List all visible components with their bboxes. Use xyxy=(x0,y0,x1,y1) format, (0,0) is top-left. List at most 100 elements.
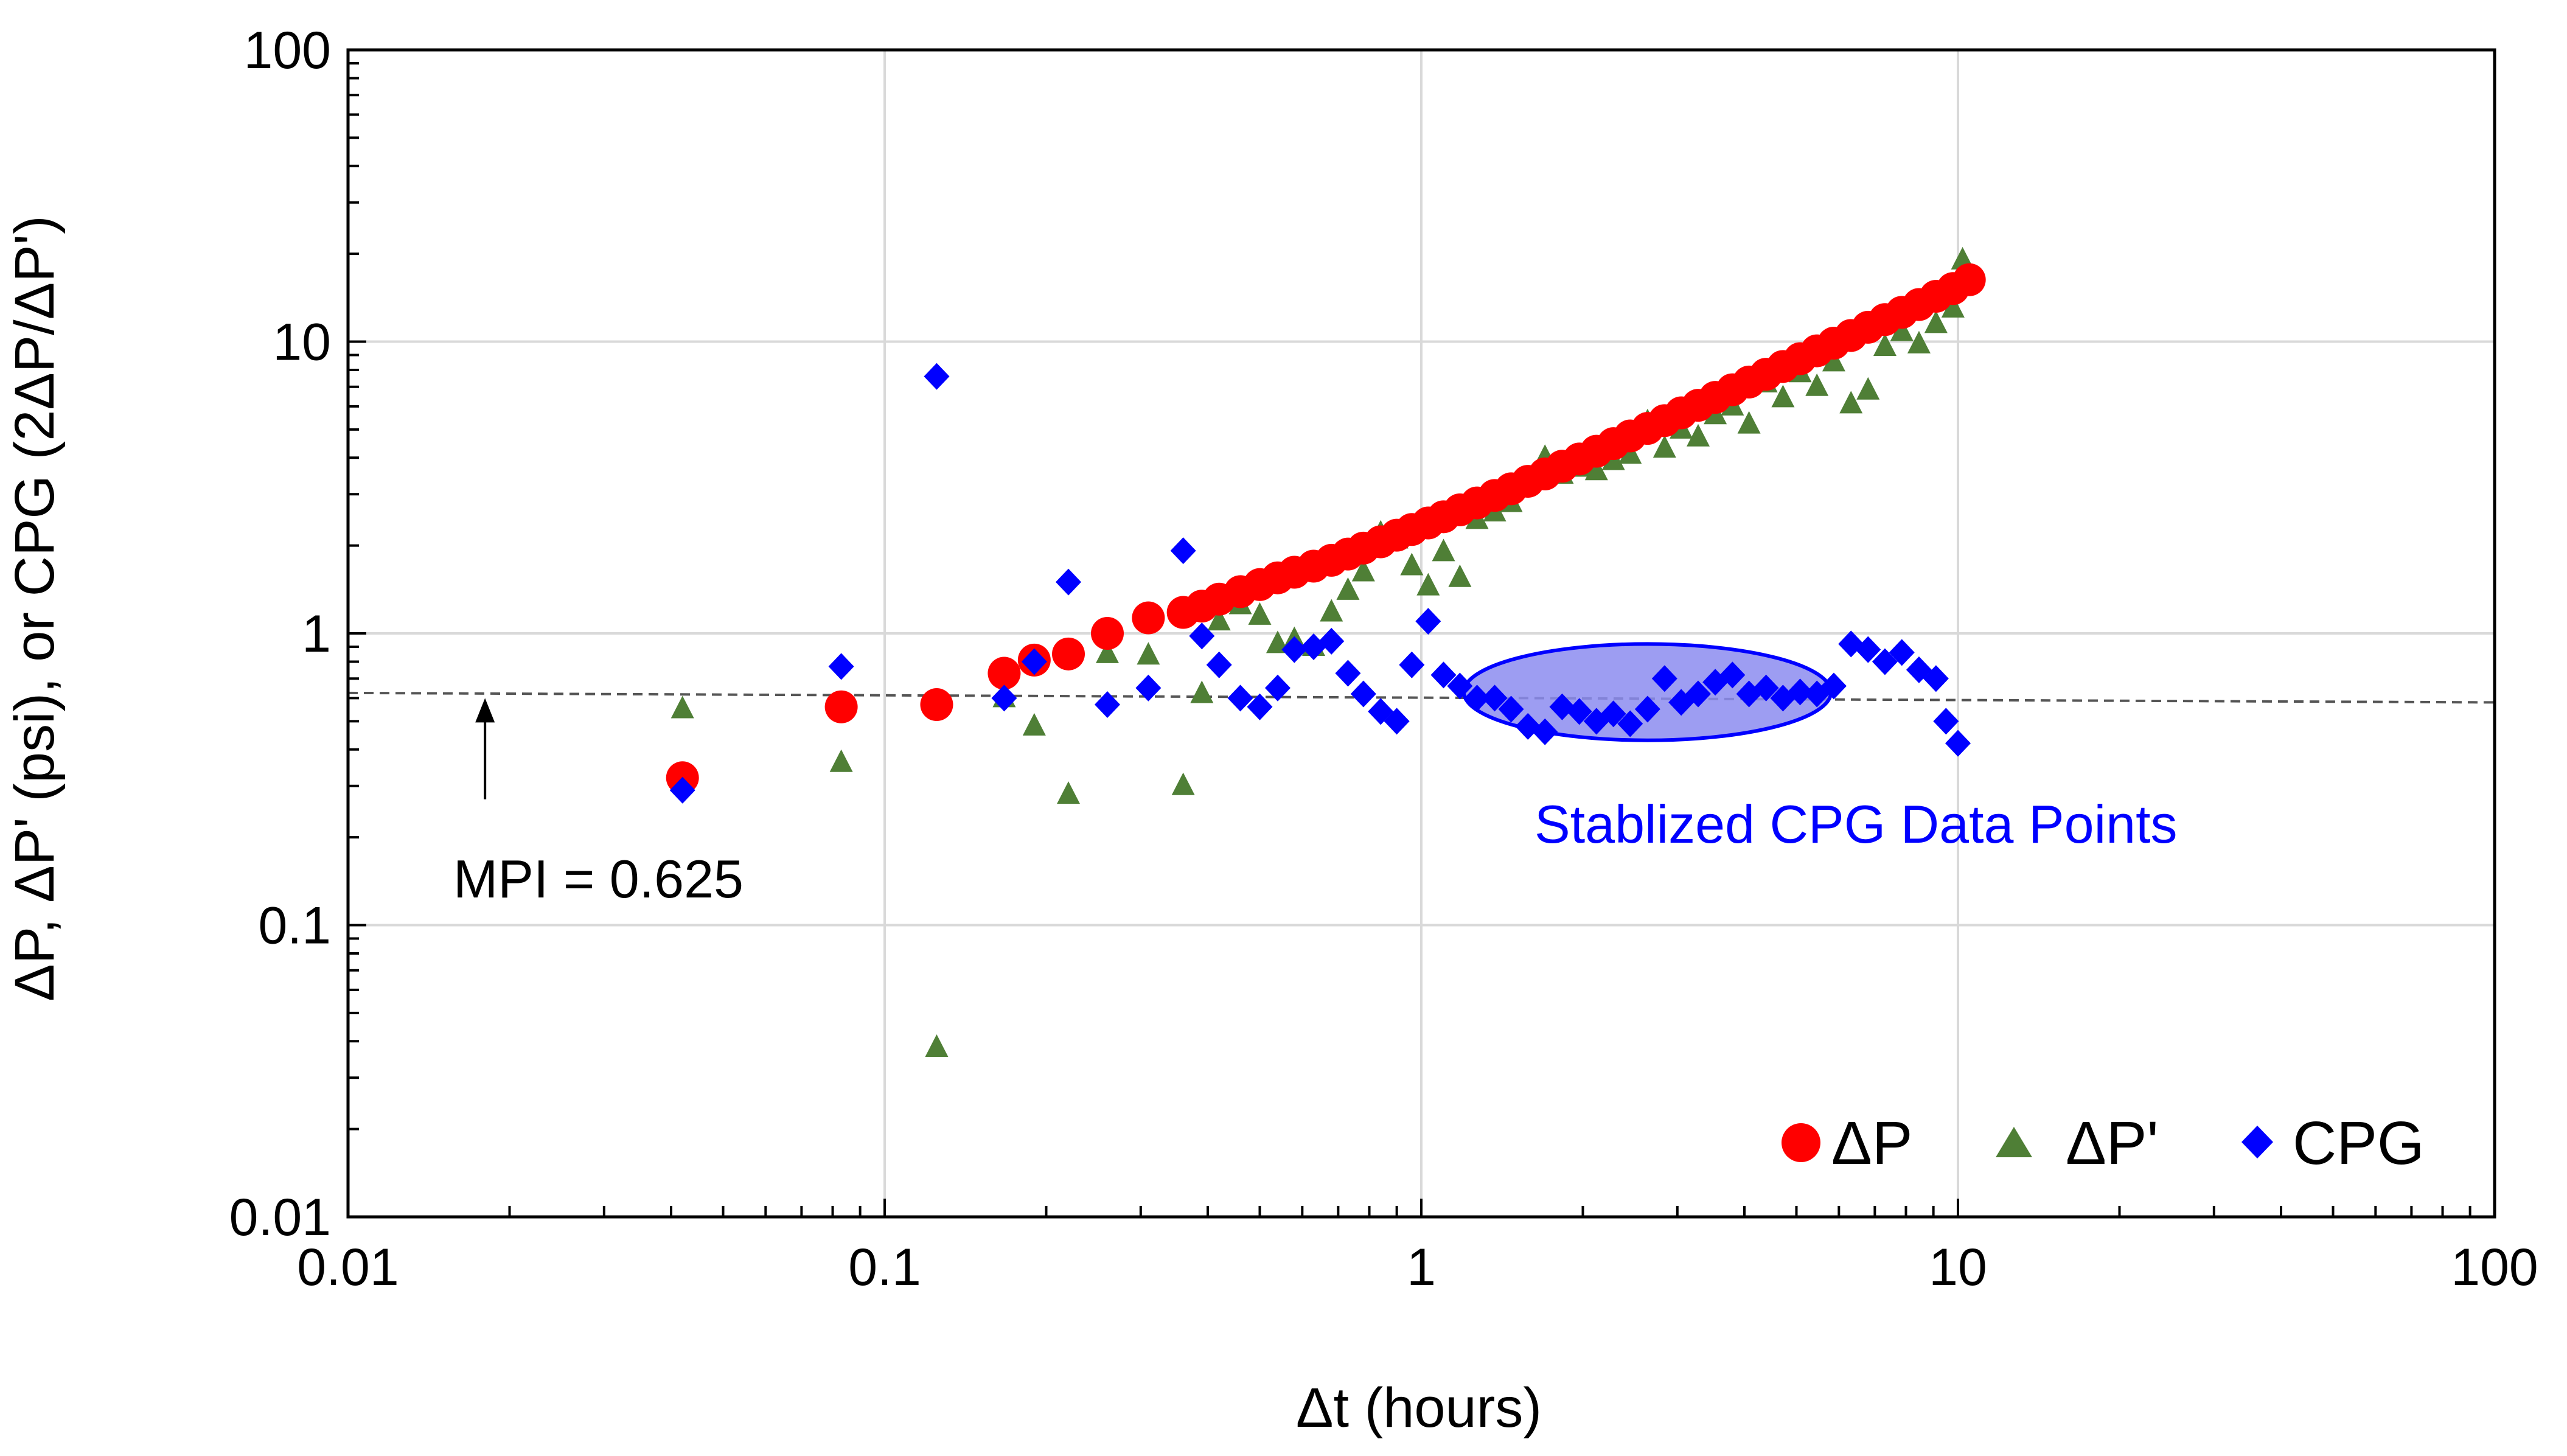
cpg-point xyxy=(1685,680,1712,708)
cpg-point xyxy=(1095,691,1121,719)
cpg-point xyxy=(1384,708,1410,735)
cpg-point xyxy=(1206,651,1232,678)
dpd-point xyxy=(1907,330,1931,354)
cpg-point xyxy=(1399,651,1425,678)
dpd-point xyxy=(1320,599,1343,622)
dpd-point xyxy=(1771,385,1795,408)
dpd-point xyxy=(1266,630,1289,653)
cpg-point xyxy=(1056,568,1082,596)
x-tick-label: 0.01 xyxy=(297,1238,399,1297)
cpg-point xyxy=(1335,660,1361,687)
cpg-point xyxy=(1855,636,1881,663)
cpg-point xyxy=(1787,678,1813,706)
dpd-point xyxy=(1057,781,1081,804)
cpg-point xyxy=(1549,693,1575,720)
dpd-point xyxy=(1096,640,1120,663)
y-tick-label: 0.1 xyxy=(258,897,331,955)
cpg-point xyxy=(1498,695,1524,723)
legend-cpg-label: CPG xyxy=(2293,1109,2425,1177)
stabilized-label: Stablized CPG Data Points xyxy=(1534,794,2178,854)
dpd-point xyxy=(1400,552,1424,576)
cpg-point xyxy=(1415,608,1441,635)
legend-cpg-marker xyxy=(2241,1126,2273,1158)
cpg-point xyxy=(1482,684,1508,712)
cpg-point xyxy=(1933,708,1959,735)
cpg-point xyxy=(1350,680,1376,708)
dpd-point xyxy=(1839,391,1863,414)
cpg-point xyxy=(669,776,695,804)
cpg-point xyxy=(1247,693,1273,720)
dp-point xyxy=(920,688,953,722)
dpd-point xyxy=(1336,577,1360,600)
legend-dpd-marker xyxy=(1996,1127,2032,1157)
dpd-point xyxy=(1207,608,1231,631)
cpg-point xyxy=(828,653,854,680)
mpi-dashed-line xyxy=(347,691,2495,704)
dpd-point xyxy=(1432,538,1455,562)
dpd-point xyxy=(1248,602,1272,625)
legend-dp-label: ΔP xyxy=(1831,1109,1913,1177)
legend: ΔP ΔP' CPG xyxy=(1782,1109,2425,1177)
legend-dpd-label: ΔP' xyxy=(2066,1109,2159,1177)
dpd-point xyxy=(1171,772,1195,795)
x-tick-label: 0.1 xyxy=(848,1238,921,1297)
dp-point xyxy=(1132,601,1165,635)
tick-labels: 0.01 0.1 1 10 100 0.01 0.1 1 10 100 xyxy=(229,21,2538,1297)
cpg-point xyxy=(1281,636,1308,663)
dp-point xyxy=(1091,617,1124,650)
dpd-point xyxy=(925,1034,949,1057)
cpg-point xyxy=(1566,698,1592,725)
cpg-point xyxy=(1135,674,1162,702)
cpg-point xyxy=(1945,730,1971,757)
mpi-label: MPI = 0.625 xyxy=(453,849,744,909)
cpg-point xyxy=(1923,665,1949,692)
axis-ticks xyxy=(347,49,2496,1218)
cpg-point xyxy=(1170,537,1196,565)
y-tick-label: 1 xyxy=(302,605,331,663)
y-tick-label: 0.01 xyxy=(229,1188,331,1247)
cpg-point xyxy=(1617,710,1643,737)
cpg-point xyxy=(1189,622,1215,650)
cpg-point xyxy=(1227,684,1253,712)
dpd-point xyxy=(1873,333,1897,357)
dpd-point xyxy=(1805,373,1829,396)
cpg-point xyxy=(1820,672,1847,700)
cpg-point xyxy=(1719,661,1746,689)
y-tick-label: 100 xyxy=(244,21,332,80)
cpg-point xyxy=(991,684,1017,712)
cpg-point xyxy=(1889,639,1915,666)
cpg-point xyxy=(1753,674,1779,702)
dpd-point xyxy=(1190,680,1214,703)
cpg-point xyxy=(1872,648,1898,675)
dpd-point xyxy=(1924,310,1948,333)
dpd-point xyxy=(1618,441,1642,464)
dpd-point xyxy=(1022,712,1046,736)
cpg-point xyxy=(1318,627,1345,655)
dpd-point xyxy=(1137,642,1160,665)
dp-point xyxy=(987,657,1021,690)
cpg-point xyxy=(1430,661,1457,689)
dp-point xyxy=(1952,263,1986,296)
x-tick-label: 100 xyxy=(2451,1238,2538,1297)
dpd-point xyxy=(670,695,694,719)
dpd-point xyxy=(1856,377,1880,400)
dpd-point xyxy=(1448,564,1472,587)
dpd-point xyxy=(829,749,853,772)
dpd-point xyxy=(1822,349,1845,372)
mpi-arrow-head-icon xyxy=(475,698,495,723)
dpd-point xyxy=(1416,573,1440,596)
dpd-point xyxy=(1351,559,1375,582)
grid-lines xyxy=(347,49,2496,1218)
x-tick-label: 1 xyxy=(1407,1238,1436,1297)
x-tick-label: 10 xyxy=(1929,1238,1987,1297)
mpi-annotation: MPI = 0.625 xyxy=(453,698,744,909)
cpg-point xyxy=(1634,695,1660,723)
dpd-point xyxy=(1653,435,1676,458)
dpd-point xyxy=(1737,411,1761,434)
cpg-point xyxy=(1464,684,1490,712)
cpg-point xyxy=(1264,674,1290,702)
cpg-point xyxy=(924,363,950,390)
dp-point xyxy=(1052,637,1085,671)
